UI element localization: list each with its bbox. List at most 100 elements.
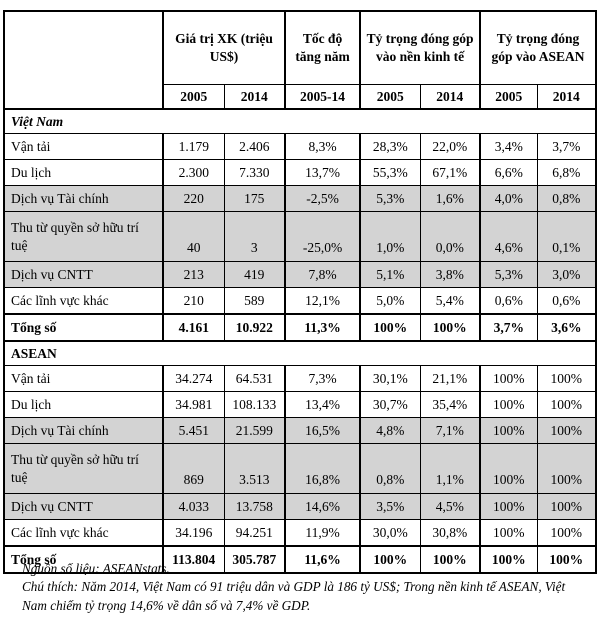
value-cell: 175 bbox=[223, 185, 286, 212]
value-cell: 3,4% bbox=[479, 133, 538, 160]
table-row: Các lĩnh vực khác 210 589 12,1% 5,0% 5,4% 0,6%… bbox=[3, 287, 597, 315]
header-group-row: Giá trị XK (triệu US$) Tốc độ tăng năm T… bbox=[3, 10, 597, 110]
row-label-cell: Thu từ quyền sở hữu trí tuệ bbox=[3, 211, 164, 262]
value-cell: 113.804 bbox=[162, 545, 225, 574]
value-cell: 100% bbox=[419, 313, 481, 342]
value-cell: 13,7% bbox=[284, 159, 361, 186]
value-cell: 220 bbox=[162, 185, 225, 212]
value-cell: 67,1% bbox=[419, 159, 481, 186]
value-cell: 5,3% bbox=[479, 261, 538, 288]
value-cell: 12,1% bbox=[284, 287, 361, 315]
value-cell: 34.274 bbox=[162, 365, 225, 392]
table-row: Các lĩnh vực khác 34.196 94.251 11,9% 30,0% 3… bbox=[3, 519, 597, 547]
value-cell: 28,3% bbox=[359, 133, 421, 160]
value-cell: 4.033 bbox=[162, 493, 225, 520]
table-body: Việt Nam Vận tải 1.179 2.406 8,3% 28,3% 22,0% 3… bbox=[3, 108, 597, 574]
table-row: Dịch vụ CNTT 213 419 7,8% 5,1% 3,8% 5,3% 3,0% bbox=[3, 261, 597, 288]
value-cell: 100% bbox=[479, 519, 538, 547]
table-row: Dịch vụ Tài chính 5.451 21.599 16,5% 4,8% 7,1… bbox=[3, 417, 597, 444]
value-cell: 55,3% bbox=[359, 159, 421, 186]
value-cell: 4,5% bbox=[419, 493, 481, 520]
corner-cell bbox=[3, 10, 164, 110]
value-cell: 94.251 bbox=[223, 519, 286, 547]
value-cell: 11,3% bbox=[284, 313, 361, 342]
value-cell: 0,8% bbox=[359, 443, 421, 494]
value-cell: 30,7% bbox=[359, 391, 421, 418]
value-cell: 21,1% bbox=[419, 365, 481, 392]
value-cell: 100% bbox=[536, 519, 597, 547]
value-cell: 0,0% bbox=[419, 211, 481, 262]
value-cell: 3,7% bbox=[536, 133, 597, 160]
value-cell: 100% bbox=[536, 443, 597, 494]
value-cell: 1,0% bbox=[359, 211, 421, 262]
value-cell: 2.300 bbox=[162, 159, 225, 186]
table-row: Vận tải 1.179 2.406 8,3% 28,3% 22,0% 3,4% 3,7% bbox=[3, 133, 597, 160]
value-cell: -25,0% bbox=[284, 211, 361, 262]
value-cell: 10.922 bbox=[223, 313, 286, 342]
year-header: 2005 bbox=[359, 84, 421, 110]
row-label-cell: Vận tải bbox=[3, 133, 164, 160]
total-row: Tổng số 113.804 305.787 11,6% 100% 100% 100% 10… bbox=[3, 545, 597, 574]
section-title: Việt Nam bbox=[3, 108, 597, 134]
value-cell: 210 bbox=[162, 287, 225, 315]
value-cell: 4,0% bbox=[479, 185, 538, 212]
value-cell: 64.531 bbox=[223, 365, 286, 392]
table-row: Dịch vụ CNTT 4.033 13.758 14,6% 3,5% 4,5% 100%… bbox=[3, 493, 597, 520]
value-cell: 1.179 bbox=[162, 133, 225, 160]
value-cell: 100% bbox=[359, 545, 421, 574]
value-cell: 13.758 bbox=[223, 493, 286, 520]
year-header: 2014 bbox=[419, 84, 481, 110]
table-row: Dịch vụ Tài chính 220 175 -2,5% 5,3% 1,6% 4,0%… bbox=[3, 185, 597, 212]
value-cell: 16,5% bbox=[284, 417, 361, 444]
value-cell: 13,4% bbox=[284, 391, 361, 418]
row-label-cell: Du lịch bbox=[3, 159, 164, 186]
value-cell: -2,5% bbox=[284, 185, 361, 212]
value-cell: 5,1% bbox=[359, 261, 421, 288]
value-cell: 6,8% bbox=[536, 159, 597, 186]
year-header: 2005 bbox=[479, 84, 538, 110]
row-label-cell: Các lĩnh vực khác bbox=[3, 287, 164, 315]
value-cell: 589 bbox=[223, 287, 286, 315]
value-cell: 4,6% bbox=[479, 211, 538, 262]
value-cell: 2.406 bbox=[223, 133, 286, 160]
year-header: 2014 bbox=[223, 84, 286, 110]
value-cell: 100% bbox=[536, 493, 597, 520]
section-header-row: ASEAN bbox=[3, 340, 597, 366]
value-cell: 7,3% bbox=[284, 365, 361, 392]
value-cell: 30,0% bbox=[359, 519, 421, 547]
row-label-cell: Dịch vụ Tài chính bbox=[3, 417, 164, 444]
value-cell: 21.599 bbox=[223, 417, 286, 444]
value-cell: 3,8% bbox=[419, 261, 481, 288]
value-cell: 7,1% bbox=[419, 417, 481, 444]
value-cell: 35,4% bbox=[419, 391, 481, 418]
row-label-cell: Du lịch bbox=[3, 391, 164, 418]
value-cell: 419 bbox=[223, 261, 286, 288]
value-cell: 5.451 bbox=[162, 417, 225, 444]
value-cell: 0,6% bbox=[479, 287, 538, 315]
value-cell: 100% bbox=[536, 391, 597, 418]
value-cell: 100% bbox=[536, 545, 597, 574]
explanation-note: Chú thích: Năm 2014, Việt Nam có 91 triệ… bbox=[22, 579, 566, 613]
year-header: 2014 bbox=[536, 84, 597, 110]
year-header: 2005-14 bbox=[284, 84, 361, 110]
value-cell: 34.196 bbox=[162, 519, 225, 547]
value-cell: 30,8% bbox=[419, 519, 481, 547]
value-cell: 7.330 bbox=[223, 159, 286, 186]
value-cell: 0,8% bbox=[536, 185, 597, 212]
value-cell: 11,9% bbox=[284, 519, 361, 547]
value-cell: 30,1% bbox=[359, 365, 421, 392]
value-cell: 100% bbox=[479, 417, 538, 444]
value-cell: 869 bbox=[162, 443, 225, 494]
value-cell: 100% bbox=[359, 313, 421, 342]
value-cell: 100% bbox=[536, 365, 597, 392]
value-cell: 5,0% bbox=[359, 287, 421, 315]
value-cell: 100% bbox=[479, 365, 538, 392]
header-group-export-value: Giá trị XK (triệu US$) bbox=[161, 10, 286, 85]
value-cell: 0,1% bbox=[536, 211, 597, 262]
value-cell: 6,6% bbox=[479, 159, 538, 186]
value-cell: 3,6% bbox=[536, 313, 597, 342]
value-cell: 100% bbox=[479, 545, 538, 574]
value-cell: 1,1% bbox=[419, 443, 481, 494]
services-table: Giá trị XK (triệu US$) Tốc độ tăng năm T… bbox=[3, 10, 598, 574]
